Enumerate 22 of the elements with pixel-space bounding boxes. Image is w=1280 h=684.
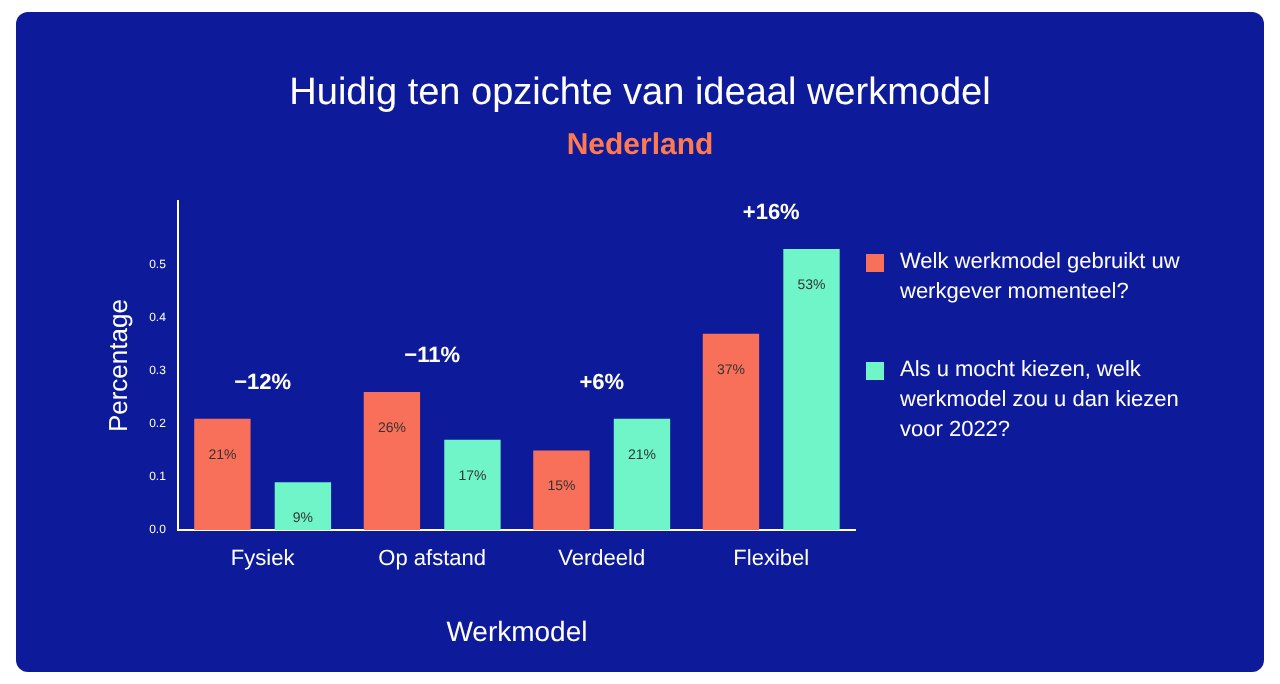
x-tick-label: Flexibel bbox=[733, 547, 810, 572]
chart-title: Huidig ten opzichte van ideaal werkmodel bbox=[287, 72, 993, 116]
bar bbox=[194, 418, 251, 530]
x-tick-label: Fysiek bbox=[230, 547, 296, 572]
legend-label: Als u mocht kiezen, welk werkmodel zou u dan kiezen voor 2022? bbox=[900, 356, 1181, 446]
legend-label: Welk werkmodel gebruikt uw werkgever momenteel? bbox=[900, 248, 1182, 308]
bar bbox=[363, 392, 421, 530]
annotation: +16% bbox=[742, 200, 801, 225]
bar bbox=[783, 248, 840, 530]
annotation: −11% bbox=[404, 344, 461, 369]
x-tick-label: Op afstand bbox=[378, 547, 486, 572]
x-tick-label: Verdeeld bbox=[558, 547, 646, 572]
bar bbox=[274, 482, 332, 530]
annotation: −12% bbox=[234, 370, 292, 395]
chart-subtitle: Nederland bbox=[564, 128, 716, 162]
annotation: +6% bbox=[579, 370, 625, 395]
bar bbox=[444, 439, 501, 530]
x-axis-title: Werkmodel bbox=[446, 614, 588, 647]
y-axis-title: Percentage bbox=[102, 299, 133, 433]
bar bbox=[533, 450, 590, 530]
bar bbox=[613, 418, 671, 530]
bar bbox=[702, 333, 760, 530]
